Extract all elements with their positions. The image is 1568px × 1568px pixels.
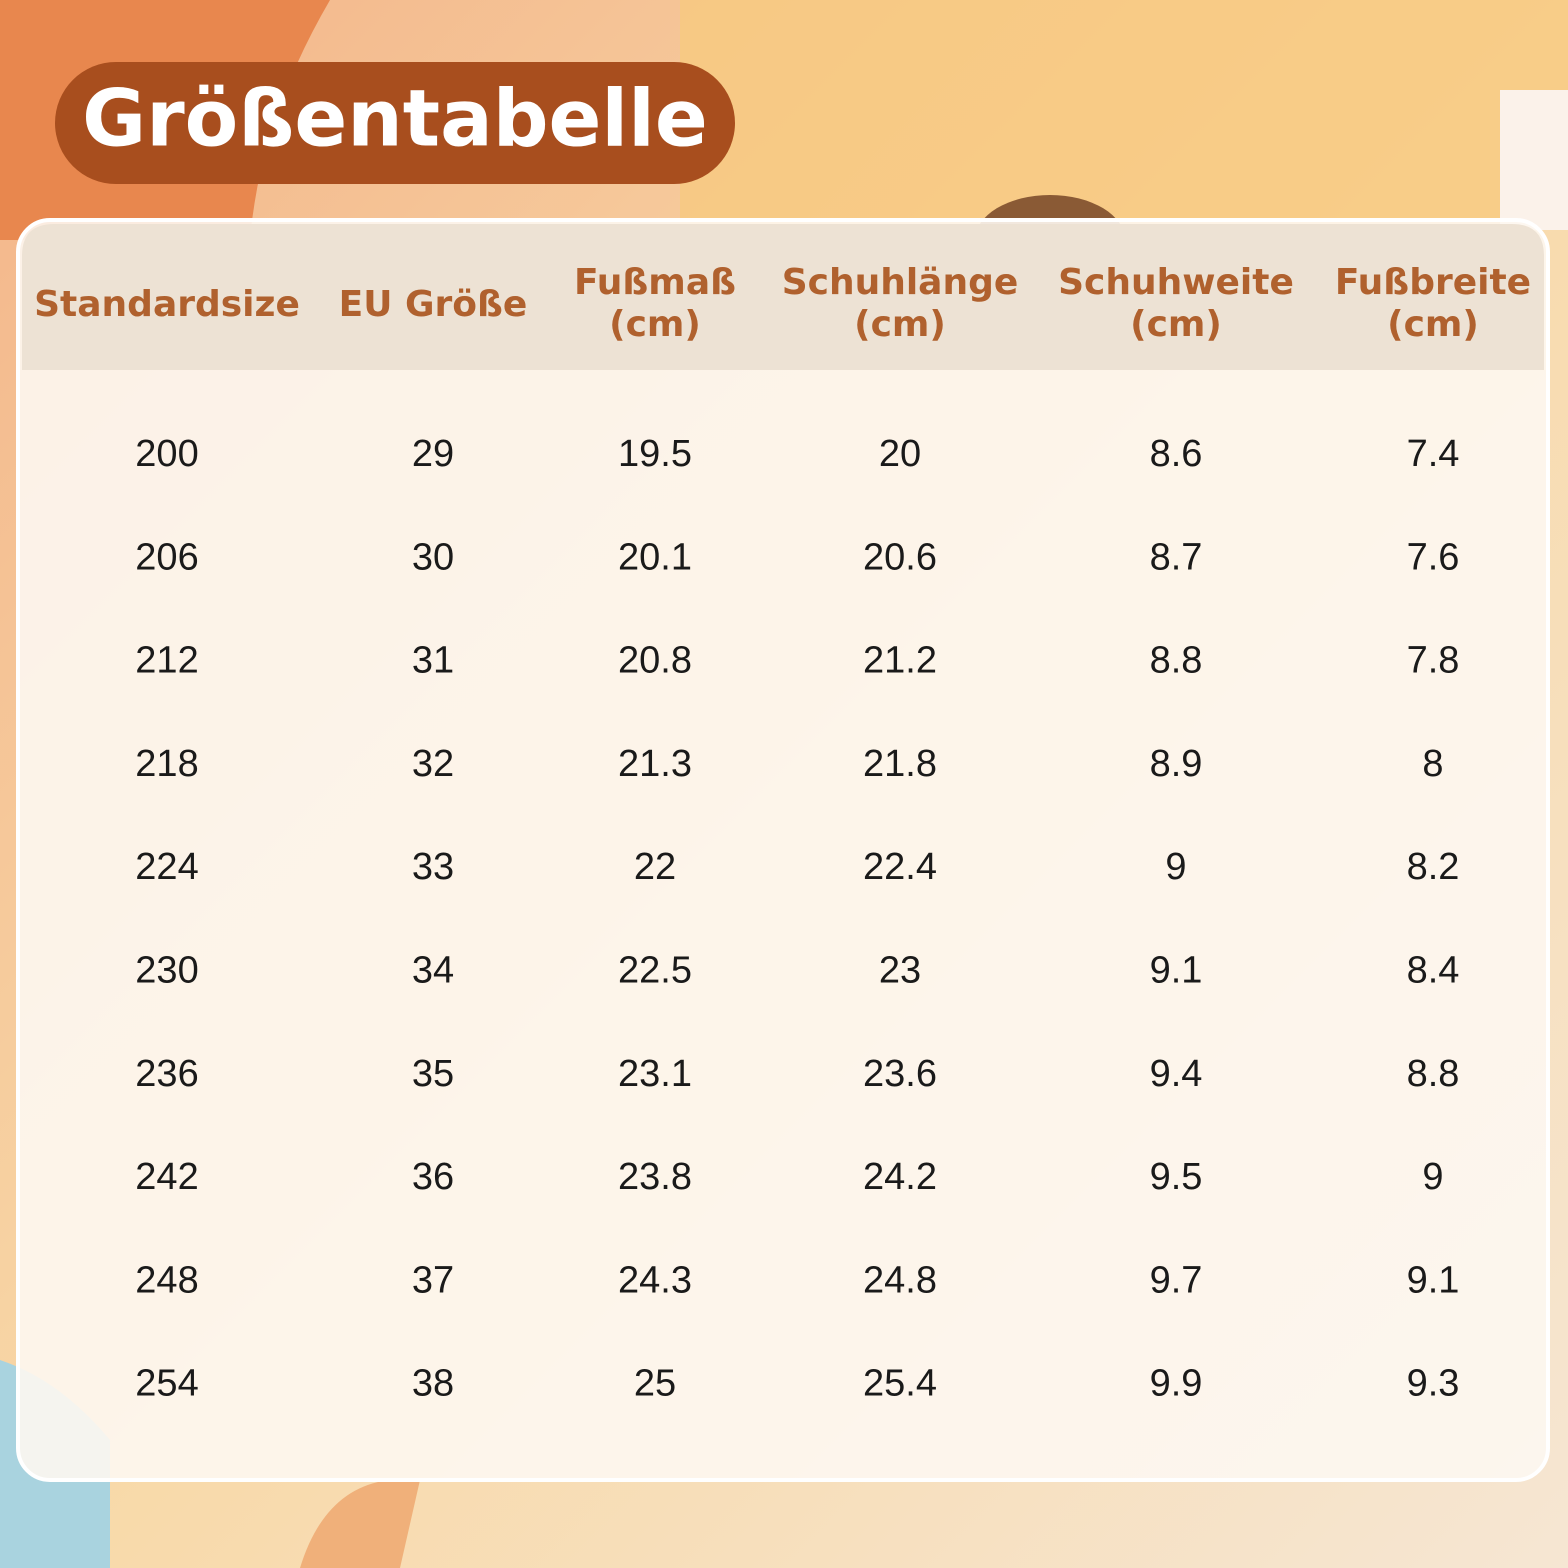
table-cell: 254 (135, 1363, 198, 1405)
column-header: Standardsize (34, 284, 300, 325)
table-cell: 22.5 (618, 950, 692, 992)
table-card (16, 218, 1550, 1482)
column-header: (cm) (1130, 304, 1222, 345)
table-cell: 25.4 (863, 1363, 937, 1405)
table-cell: 242 (135, 1156, 198, 1198)
table-cell: 7.8 (1407, 640, 1460, 682)
table-cell: 236 (135, 1053, 198, 1095)
column-header: Fußmaß (574, 262, 736, 303)
table-cell: 23.6 (863, 1053, 937, 1095)
table-cell: 20.1 (618, 536, 692, 578)
title-pill (55, 62, 735, 184)
table-cell: 24.2 (863, 1156, 937, 1198)
deco-shape (680, 0, 1568, 230)
table-cell: 20 (879, 433, 921, 475)
table-cell: 212 (135, 640, 198, 682)
table-cell: 33 (412, 846, 454, 888)
table-cell: 218 (135, 743, 198, 785)
table-cell: 224 (135, 846, 198, 888)
table-cell: 20.6 (863, 536, 937, 578)
deco-shape (1500, 90, 1568, 230)
title: Größentabelle (82, 74, 708, 164)
table-header-band (22, 224, 1544, 370)
table-cell: 21.3 (618, 743, 692, 785)
table-cell: 21.8 (863, 743, 937, 785)
table-cell: 24.8 (863, 1259, 937, 1301)
table-cell: 8.8 (1407, 1053, 1460, 1095)
table-cell: 9 (1422, 1156, 1443, 1198)
table-cell: 23.1 (618, 1053, 692, 1095)
table-cell: 22.4 (863, 846, 937, 888)
deco-shape (300, 1479, 420, 1568)
table-cell: 9.3 (1407, 1363, 1460, 1405)
table-cell: 37 (412, 1259, 454, 1301)
table-cell: 8.2 (1407, 846, 1460, 888)
column-header: Fußbreite (1335, 262, 1531, 303)
table-cell: 19.5 (618, 433, 692, 475)
table-cell: 38 (412, 1363, 454, 1405)
table-cell: 23 (879, 950, 921, 992)
table-cell: 8.6 (1150, 433, 1203, 475)
table-cell: 7.6 (1407, 536, 1460, 578)
table-cell: 32 (412, 743, 454, 785)
column-header: (cm) (854, 304, 946, 345)
table-cell: 206 (135, 536, 198, 578)
table-cell: 34 (412, 950, 454, 992)
table: Standardsize EU GrößeFußmaß(cm)Schuhlänge… (34, 262, 1531, 1405)
table-cell: 9.4 (1150, 1053, 1203, 1095)
table-cell: 7.4 (1407, 433, 1460, 475)
table-cell: 248 (135, 1259, 198, 1301)
table-cell: 23.8 (618, 1156, 692, 1198)
table-cell: 9.5 (1150, 1156, 1203, 1198)
table-cell: 35 (412, 1053, 454, 1095)
table-cell: 9 (1165, 846, 1186, 888)
table-cell: 22 (634, 846, 676, 888)
table-cell: 230 (135, 950, 198, 992)
column-header: Schuhweite (1058, 262, 1294, 303)
table-cell: 9.9 (1150, 1363, 1203, 1405)
table-cell: 21.2 (863, 640, 937, 682)
table-cell: 20.8 (618, 640, 692, 682)
table-cell: 24.3 (618, 1259, 692, 1301)
table-cell: 9.1 (1407, 1259, 1460, 1301)
column-header: Schuhlänge (782, 262, 1019, 303)
table-cell: 30 (412, 536, 454, 578)
table-cell: 25 (634, 1363, 676, 1405)
table-cell: 200 (135, 433, 198, 475)
column-header: (cm) (609, 304, 701, 345)
table-cell: 29 (412, 433, 454, 475)
column-header: EU Größe (339, 284, 528, 325)
table-cell: 8.9 (1150, 743, 1203, 785)
table-cell: 9.7 (1150, 1259, 1203, 1301)
table-cell: 8 (1422, 743, 1443, 785)
table-cell: 8.7 (1150, 536, 1203, 578)
table-cell: 31 (412, 640, 454, 682)
table-cell: 9.1 (1150, 950, 1203, 992)
table-cell: 8.4 (1407, 950, 1460, 992)
table-cell: 36 (412, 1156, 454, 1198)
column-header: (cm) (1387, 304, 1479, 345)
table-cell: 8.8 (1150, 640, 1203, 682)
